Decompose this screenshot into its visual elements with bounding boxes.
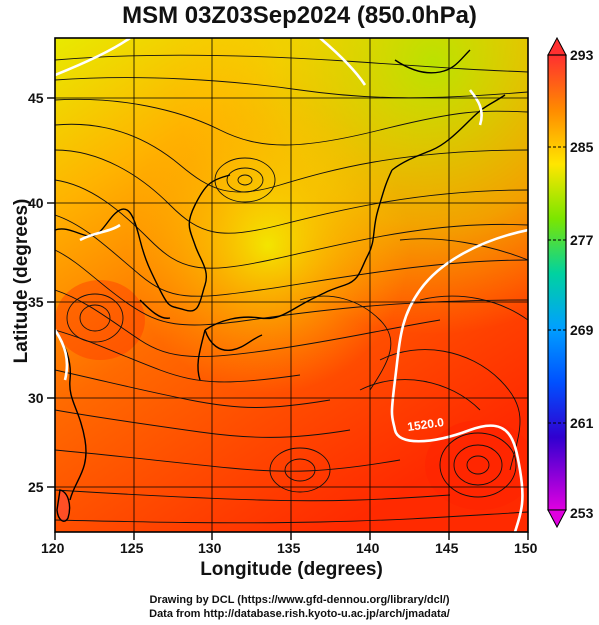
graticule (55, 38, 528, 532)
colorbar-tick-label: 269 (570, 322, 594, 338)
colorbar-tick-label: 253 (570, 505, 594, 521)
y-axis-label: Latitude (degrees) (11, 198, 32, 364)
x-tick-label: 130 (198, 540, 222, 556)
x-tick-label: 120 (41, 540, 65, 556)
y-tick-label: 35 (28, 294, 44, 310)
y-tick-label: 40 (28, 195, 44, 211)
colorbar-tick-label: 293 (570, 47, 594, 63)
x-axis-label: Longitude (degrees) (200, 559, 383, 580)
coastlines (55, 49, 506, 522)
x-tick-label: 125 (120, 540, 144, 556)
colorbar-tick-label: 277 (570, 232, 594, 248)
x-tick-label: 140 (356, 540, 380, 556)
credit-drawing: Drawing by DCL (https://www.gfd-dennou.o… (149, 594, 450, 606)
y-tick-label: 30 (28, 390, 44, 406)
credit-data: Data from http://database.rish.kyoto-u.a… (149, 608, 450, 620)
colorbar-tick-label: 285 (570, 139, 594, 155)
colorbar-tick-label: 261 (570, 415, 594, 431)
y-tick-label: 45 (28, 90, 44, 106)
colorbar (547, 36, 567, 529)
map-title: MSM 03Z03Sep2024 (850.0hPa) (122, 2, 477, 29)
x-tick-label: 150 (514, 540, 538, 556)
streamlines (55, 54, 528, 524)
x-tick-label: 145 (435, 540, 459, 556)
contour-label: 1520.0 (406, 415, 445, 434)
y-tick-label: 25 (28, 479, 44, 495)
x-tick-label: 135 (277, 540, 301, 556)
axis-ticks (47, 97, 529, 540)
height-contours (55, 38, 528, 532)
